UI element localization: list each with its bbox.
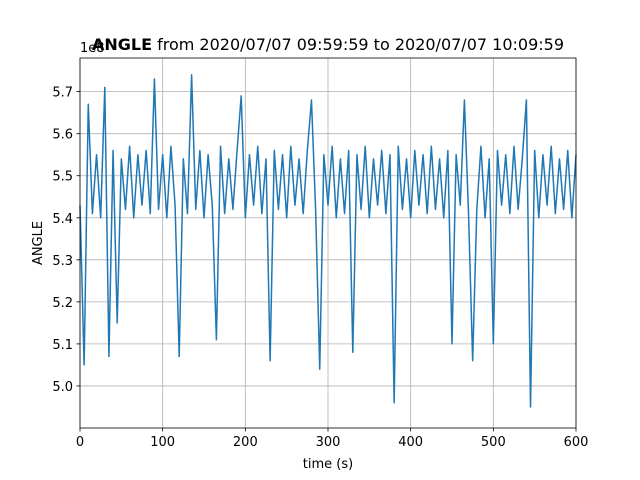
x-axis-label: time (s) — [303, 457, 353, 472]
x-tick-label: 400 — [398, 435, 423, 450]
y-axis-label: ANGLE — [31, 221, 46, 265]
y-tick-label: 5.1 — [52, 338, 73, 353]
title-bold: ANGLE — [92, 35, 152, 54]
x-tick-label: 0 — [76, 435, 84, 450]
chart-title: ANGLE from 2020/07/07 09:59:59 to 2020/0… — [92, 35, 564, 54]
y-tick-label: 5.5 — [52, 170, 73, 185]
y-tick-label: 5.2 — [52, 296, 73, 311]
y-tick-label: 5.6 — [52, 128, 73, 143]
x-tick-label: 100 — [150, 435, 175, 450]
x-tick-label: 200 — [233, 435, 258, 450]
plot-frame — [79, 57, 577, 429]
x-tick-label: 500 — [481, 435, 506, 450]
y-tick-label: 5.3 — [52, 254, 73, 269]
data-line — [79, 74, 577, 408]
y-tick-label: 5.4 — [52, 212, 73, 227]
x-tick-label: 300 — [316, 435, 341, 450]
x-tick-label: 600 — [564, 435, 589, 450]
y-tick-label: 5.0 — [52, 380, 73, 395]
y-offset-label: 1e8 — [80, 41, 105, 56]
y-tick-label: 5.7 — [52, 86, 73, 101]
title-text: from 2020/07/07 09:59:59 to 2020/07/07 1… — [157, 35, 564, 54]
